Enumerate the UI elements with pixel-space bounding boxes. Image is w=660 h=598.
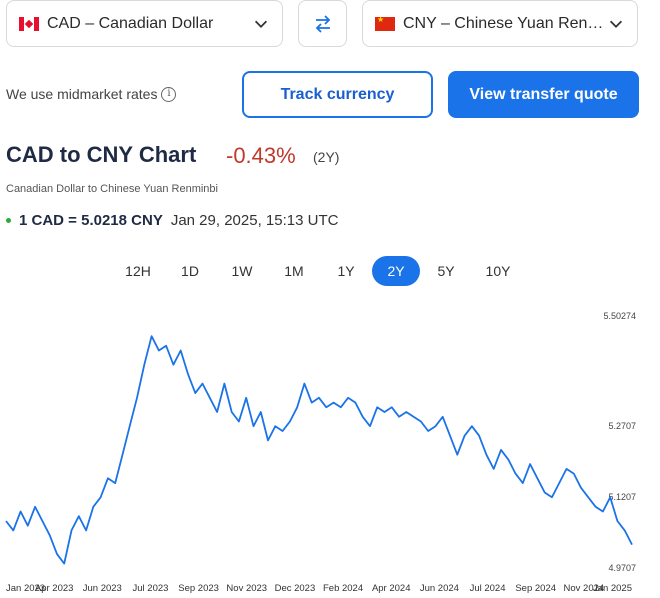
y-tick-label: 5.2707 <box>608 421 636 431</box>
tab-2y[interactable]: 2Y <box>372 256 420 286</box>
swap-currencies-button[interactable] <box>298 0 347 47</box>
to-currency-select[interactable]: CNY – Chinese Yuan Renminbi <box>362 0 638 47</box>
x-tick-label: Jan 2025 <box>593 583 632 594</box>
rate-value: 1 CAD = 5.0218 CNY <box>19 212 163 229</box>
series-line <box>5 335 633 565</box>
tab-1d[interactable]: 1D <box>181 263 199 279</box>
x-tick-label: Jul 2023 <box>133 583 169 594</box>
chart-change-percent: -0.43% <box>226 143 296 168</box>
live-dot-icon <box>6 218 11 223</box>
china-flag-icon <box>375 16 395 31</box>
view-transfer-quote-button[interactable]: View transfer quote <box>448 71 639 118</box>
y-tick-label: 4.9707 <box>608 563 636 573</box>
x-tick-label: Sep 2023 <box>178 583 219 594</box>
tab-1y[interactable]: 1Y <box>337 263 355 279</box>
x-tick-label: Jul 2024 <box>470 583 506 594</box>
pair-subtitle: Canadian Dollar to Chinese Yuan Renminbi <box>6 183 218 195</box>
canada-flag-icon <box>19 16 39 31</box>
period-tabs: 12H 1D 1W 1M 1Y 2Y 5Y 10Y <box>112 256 524 286</box>
x-tick-label: Apr 2023 <box>35 583 74 594</box>
to-currency-label: CNY – Chinese Yuan Renminbi <box>403 14 607 32</box>
midmarket-text: We use midmarket rates <box>6 86 158 102</box>
rate-timestamp: Jan 29, 2025, 15:13 UTC <box>170 212 339 229</box>
x-tick-label: Nov 2024 <box>564 583 605 594</box>
y-tick-label: 5.1207 <box>608 492 636 502</box>
x-tick-label: Apr 2024 <box>372 583 411 594</box>
tab-1w[interactable]: 1W <box>231 263 253 279</box>
x-tick-label: Jun 2024 <box>420 583 459 594</box>
tab-5y[interactable]: 5Y <box>437 263 455 279</box>
from-currency-select[interactable]: CAD – Canadian Dollar <box>6 0 283 47</box>
swap-arrows-icon <box>315 14 330 33</box>
x-tick-label: Jun 2023 <box>83 583 122 594</box>
x-tick-label: Sep 2024 <box>515 583 556 594</box>
tab-10y[interactable]: 10Y <box>485 263 511 279</box>
chevron-down-icon <box>609 20 623 28</box>
tab-1m[interactable]: 1M <box>284 263 304 279</box>
from-currency-label: CAD – Canadian Dollar <box>47 14 214 32</box>
chart-period: (2Y) <box>313 149 340 165</box>
chart-title: CAD to CNY Chart <box>6 142 197 167</box>
x-tick-label: Nov 2023 <box>226 583 267 594</box>
tab-12h[interactable]: 12H <box>125 263 151 279</box>
x-tick-label: Jan 2023 <box>6 583 45 594</box>
y-tick-label: 5.50274 <box>603 311 636 321</box>
current-rate: 1 CAD = 5.0218 CNY Jan 29, 2025, 15:13 U… <box>6 212 338 229</box>
x-tick-label: Dec 2023 <box>275 583 316 594</box>
info-icon[interactable]: i <box>161 86 177 102</box>
x-tick-label: Feb 2024 <box>323 583 363 594</box>
chevron-down-icon <box>254 20 268 28</box>
track-currency-button[interactable]: Track currency <box>242 71 433 118</box>
midmarket-note: We use midmarket rates i <box>6 86 177 102</box>
